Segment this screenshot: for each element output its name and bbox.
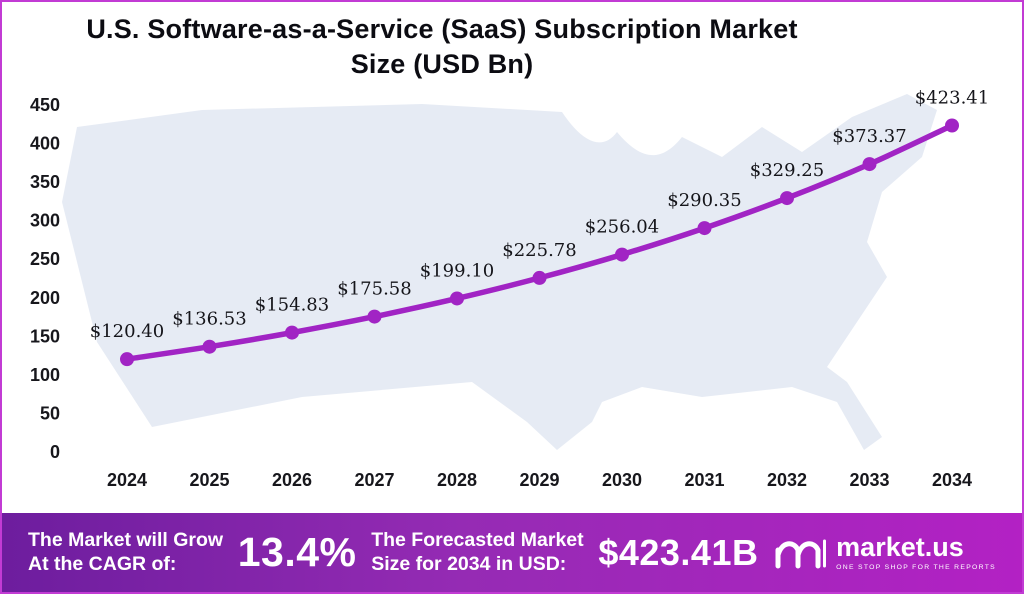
forecast-label-line1: The Forecasted Market — [371, 528, 584, 551]
x-tick-label: 2026 — [272, 470, 312, 490]
y-tick-label: 200 — [30, 288, 60, 308]
data-point-label: $175.58 — [337, 279, 411, 300]
data-point-label: $225.78 — [502, 240, 576, 261]
y-tick-label: 150 — [30, 327, 60, 347]
data-point — [615, 247, 629, 262]
us-map-silhouette — [62, 94, 937, 451]
data-point — [367, 309, 382, 324]
forecast-value: $423.41B — [598, 531, 759, 573]
brand-logo: market.us ONE STOP SHOP FOR THE REPORTS — [773, 533, 996, 573]
data-point-label: $373.37 — [832, 126, 906, 147]
x-tick-label: 2031 — [684, 470, 724, 490]
saas-market-line-chart: 0 50 100 150 200 250 300 350 400 450 2024 2025 2026… — [30, 88, 989, 490]
y-tick-label: 400 — [30, 134, 60, 154]
data-point — [450, 291, 464, 306]
x-tick-label: 2032 — [767, 470, 807, 490]
chart-title-line2: Size (USD Bn) — [350, 49, 534, 80]
data-point-label: $329.25 — [750, 160, 824, 181]
data-point-labels: $120.40 $136.53 $154.83 $175.58 $199.10 $225.… — [90, 88, 989, 343]
data-point — [862, 157, 877, 172]
x-tick-label: 2024 — [107, 470, 147, 490]
chart-area: 0 50 100 150 200 250 300 350 400 450 2024 2025 2026… — [2, 82, 1022, 513]
data-point-label: $423.41 — [915, 88, 989, 109]
data-point — [285, 325, 299, 340]
data-point-label: $256.04 — [585, 217, 659, 238]
forecast-label-line2: Size for 2034 in USD: — [371, 552, 567, 575]
y-tick-label: 450 — [30, 95, 60, 115]
data-point — [532, 271, 547, 286]
data-point — [780, 191, 794, 206]
x-tick-label: 2029 — [519, 470, 559, 490]
cagr-value: 13.4% — [237, 529, 357, 575]
cagr-label-line1: The Market will Grow — [28, 528, 224, 551]
marketus-wave-icon — [775, 539, 827, 568]
data-point — [120, 352, 134, 367]
brand-tagline: ONE STOP SHOP FOR THE REPORTS — [836, 563, 996, 571]
data-point — [945, 118, 959, 133]
data-point-label: $290.35 — [667, 190, 741, 211]
line-series — [120, 118, 959, 367]
y-tick-label: 350 — [30, 172, 60, 192]
y-tick-label: 100 — [30, 365, 60, 385]
data-point-label: $199.10 — [420, 261, 494, 282]
x-tick-label: 2030 — [602, 470, 642, 490]
y-tick-label: 50 — [40, 404, 60, 424]
x-tick-label: 2025 — [189, 470, 229, 490]
x-tick-label: 2033 — [849, 470, 889, 490]
data-point — [697, 221, 712, 236]
data-point-label: $154.83 — [255, 295, 329, 316]
forecast-label: The Forecasted Market Size for 2034 in U… — [371, 529, 583, 577]
footer-banner: The Market will Grow At the CAGR of: 13.… — [2, 513, 1022, 592]
data-point-label: $120.40 — [90, 321, 164, 342]
brand-text: market.us ONE STOP SHOP FOR THE REPORTS — [836, 531, 996, 572]
chart-title-line1: U.S. Software-as-a-Service (SaaS) Subscr… — [86, 14, 798, 44]
cagr-label-line2: At the CAGR of: — [28, 552, 177, 575]
x-axis-ticks: 2024 2025 2026 2027 2028 2029 2030 2031 2032 2033… — [107, 470, 972, 490]
cagr-label: The Market will Grow At the CAGR of: — [28, 529, 223, 577]
y-axis-ticks: 0 50 100 150 200 250 300 350 400 450 — [30, 95, 60, 462]
x-tick-label: 2028 — [437, 470, 477, 490]
brand-name: market.us — [836, 531, 964, 562]
data-point-label: $136.53 — [172, 309, 246, 330]
y-tick-label: 300 — [30, 211, 60, 231]
x-tick-label: 2034 — [932, 470, 972, 490]
data-point — [202, 339, 217, 354]
chart-title: U.S. Software-as-a-Service (SaaS) Subscr… — [2, 2, 882, 82]
x-tick-label: 2027 — [354, 470, 394, 490]
y-tick-label: 0 — [50, 442, 60, 462]
y-tick-label: 250 — [30, 249, 60, 269]
